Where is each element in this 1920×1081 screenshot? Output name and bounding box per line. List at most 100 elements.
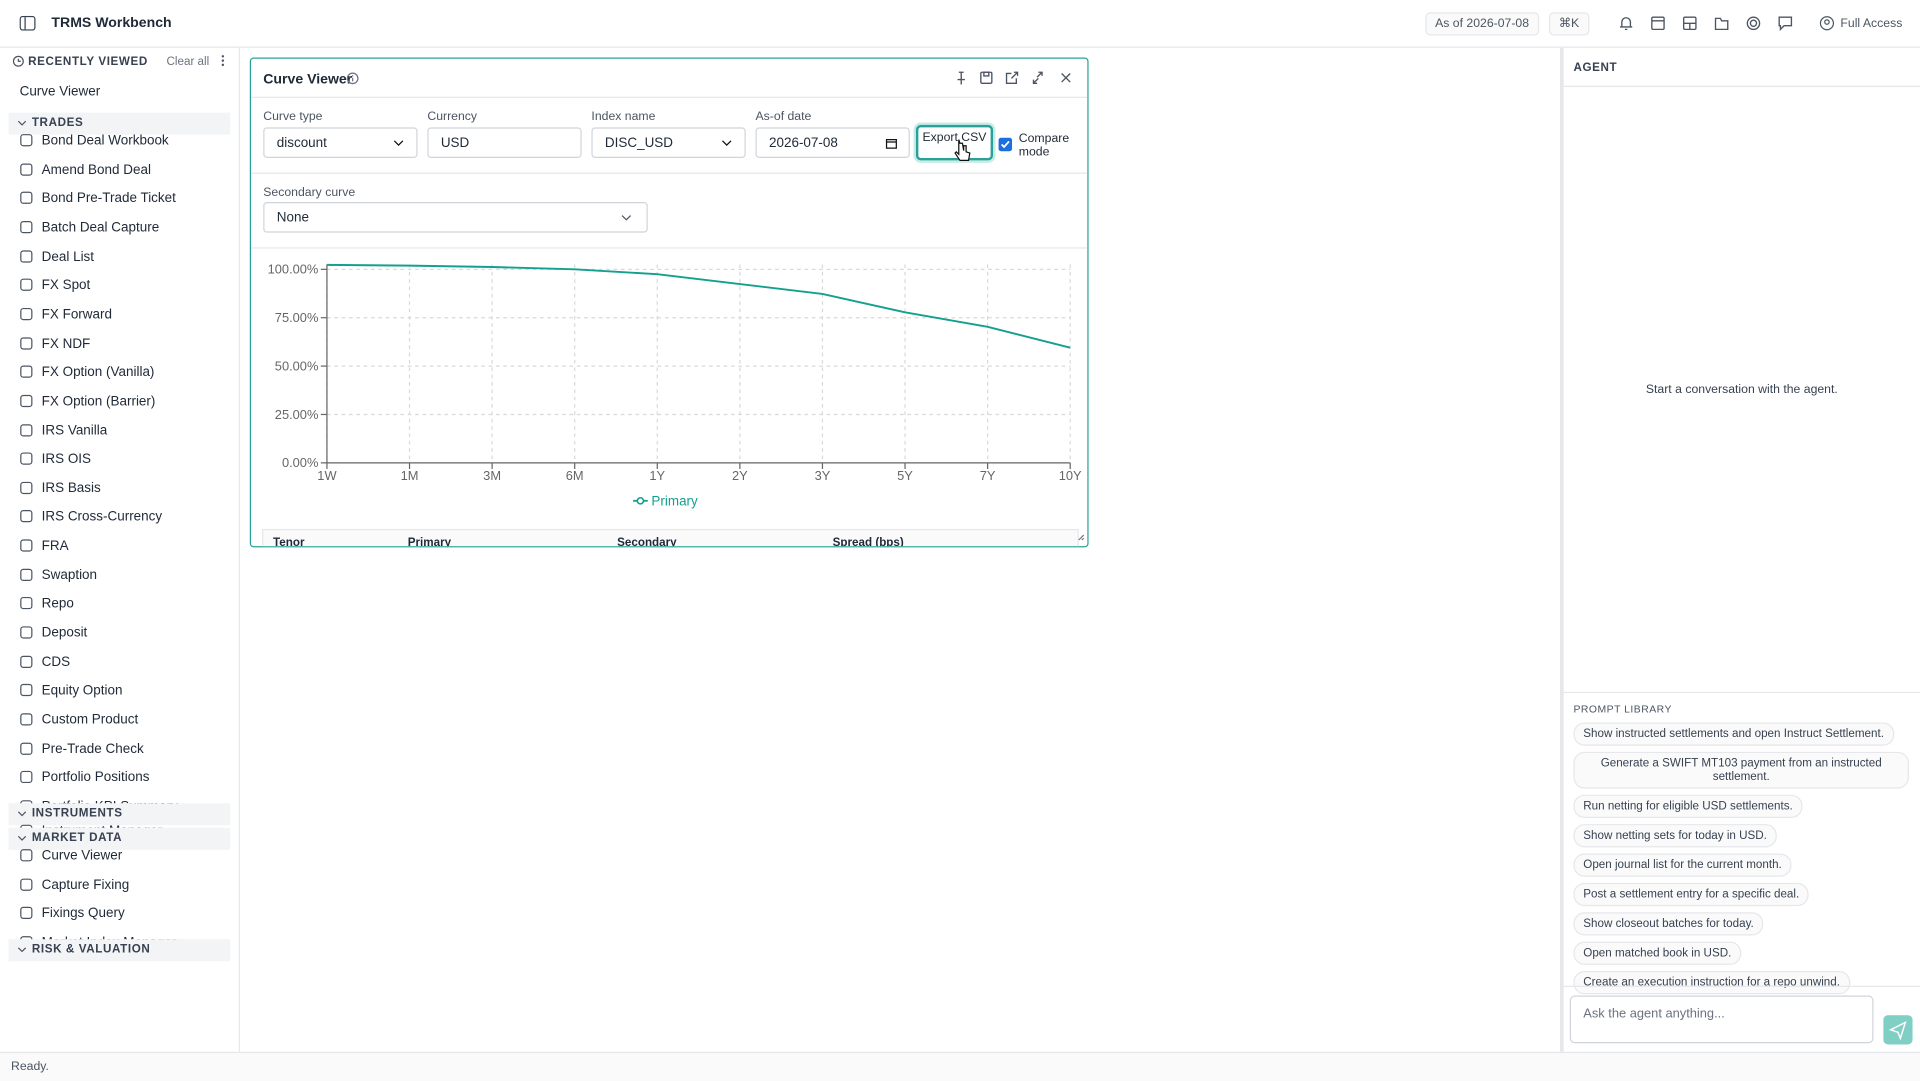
nav-item[interactable]: Fixings Query (20, 905, 125, 922)
recent-item[interactable]: Curve Viewer (20, 83, 101, 100)
prompt-chip[interactable]: Open journal list for the current month. (1573, 853, 1792, 877)
nav-item[interactable]: Batch Deal Capture (20, 219, 159, 236)
prompt-chip[interactable]: Show closeout batches for today. (1573, 912, 1764, 936)
chevron (722, 140, 732, 146)
icon-shape (20, 365, 33, 378)
sidebar-toggle[interactable] (19, 15, 36, 31)
prompt-chip[interactable]: Create an execution instruction for a re… (1573, 971, 1850, 995)
app-title: TRMS Workbench (51, 15, 172, 31)
secondary-select[interactable]: None (263, 202, 648, 233)
nav-item[interactable]: Pre-Trade Check (20, 740, 144, 757)
nav-item[interactable]: Swaption (20, 567, 97, 584)
x-tick-label: 1M (401, 468, 419, 483)
nav-item[interactable]: CDS (20, 653, 70, 670)
prompt-chip[interactable]: Post a settlement entry for a specific d… (1573, 882, 1810, 907)
item-icon (20, 655, 33, 668)
prompt-chip[interactable]: Open matched book in USD. (1573, 941, 1742, 965)
calendar-icon (885, 138, 897, 149)
nav-item[interactable]: Deposit (20, 625, 87, 642)
nav-item[interactable]: Bond Pre-Trade Ticket (20, 190, 176, 207)
y-tick-label: 50.00% (275, 358, 319, 373)
toolbar-icons[interactable] (1618, 15, 1802, 32)
item-icon (20, 742, 33, 755)
compare-checkbox[interactable] (998, 137, 1013, 152)
nav-item[interactable]: Repo (20, 596, 74, 613)
prompt-chip[interactable]: Show netting sets for today in USD. (1573, 824, 1777, 848)
item-label: Deal List (41, 249, 95, 264)
nav-item[interactable]: IRS OIS (20, 451, 91, 468)
item-icon (20, 684, 33, 697)
export-csv-button[interactable]: Export CSV (915, 124, 994, 161)
icon-shape (20, 191, 33, 205)
item-label: Curve Viewer (41, 848, 123, 864)
nav-item[interactable]: FRA (20, 538, 69, 555)
item-label: Swaption (41, 567, 98, 583)
clear-all[interactable]: Clear all (166, 55, 210, 69)
divider (1563, 85, 1920, 87)
icon-shape (393, 140, 404, 146)
nav-item[interactable]: FX Spot (20, 277, 90, 294)
item-icon (20, 626, 33, 639)
send-button[interactable] (1883, 1015, 1913, 1045)
secondary-label: Secondary curve (263, 186, 356, 200)
series-line (326, 263, 1071, 349)
nav-item[interactable]: FX Option (Barrier) (20, 393, 155, 410)
nav-item[interactable]: Portfolio Positions (20, 769, 149, 786)
field-input[interactable]: 2026-07-08 (755, 127, 910, 158)
panel-actions[interactable] (954, 70, 1076, 87)
panel-title: Curve Viewer (263, 72, 353, 87)
item-icon (20, 907, 33, 920)
nav-item[interactable]: Amend Bond Deal (20, 161, 151, 178)
x-tick-label: 10Y (1059, 468, 1082, 483)
info-icon[interactable] (346, 72, 359, 85)
y-tick-label: 0.00% (282, 455, 318, 470)
nav-item[interactable]: Custom Product (20, 711, 138, 728)
field-input[interactable]: DISC_USD (591, 127, 746, 158)
item-icon (20, 568, 33, 581)
as-of-badge[interactable]: As of 2026-07-08 (1425, 12, 1539, 36)
table-header-cell: Primary (407, 536, 452, 548)
chevron-shape (17, 947, 27, 953)
nav-item[interactable]: Curve Viewer (20, 847, 122, 864)
section-header[interactable]: MARKET DATA (8, 827, 231, 850)
nav-item[interactable]: FX NDF (20, 335, 90, 352)
nav-item[interactable]: IRS Cross-Currency (20, 509, 162, 526)
curve-viewer-panel: Curve Viewer Curve type discount Currency U… (249, 57, 1089, 548)
item-icon (20, 452, 33, 465)
nav-item[interactable]: Capture Fixing (20, 876, 129, 893)
x-tick-label: 6M (566, 468, 584, 483)
field-input[interactable]: USD (427, 127, 582, 158)
nav-item[interactable]: FX Option (Vanilla) (20, 364, 154, 381)
nav-item[interactable]: Deal List (20, 248, 94, 265)
chevron (393, 140, 404, 146)
nav-item[interactable]: FX Forward (20, 306, 112, 323)
resize-handle[interactable] (1078, 534, 1085, 541)
item-label: IRS Vanilla (41, 423, 108, 438)
section-header[interactable]: INSTRUMENTS (8, 803, 231, 826)
nav-item[interactable]: Equity Option (20, 682, 123, 699)
item-label: Bond Pre-Trade Ticket (41, 191, 176, 207)
item-label: FRA (41, 538, 69, 554)
agent-input[interactable]: Ask the agent anything... (1569, 995, 1874, 1044)
section-header[interactable]: TRADES (8, 112, 231, 135)
prompt-chip[interactable]: Show instructed settlements and open Ins… (1573, 722, 1894, 746)
nav-item[interactable]: Bond Deal Workbook (20, 132, 169, 149)
icon-shape (20, 713, 33, 726)
sidebar: RECENTLY VIEWED Clear all Curve Viewer TR… (0, 47, 241, 1052)
user-icon[interactable] (1819, 16, 1835, 31)
field-input[interactable]: discount (263, 127, 418, 158)
recent-title: RECENTLY VIEWED (28, 55, 148, 69)
nav-item[interactable]: IRS Basis (20, 480, 101, 497)
more-menu[interactable] (220, 54, 225, 67)
prompt-chip[interactable]: Run netting for eligible USD settlements… (1573, 794, 1803, 818)
item-label: Fixings Query (41, 906, 125, 922)
item-icon (20, 394, 33, 407)
prompt-chip[interactable]: Generate a SWIFT MT103 payment from an i… (1573, 751, 1909, 789)
mouse-cursor (954, 139, 971, 162)
command-shortcut[interactable]: ⌘K (1548, 12, 1589, 36)
icon-shape (20, 510, 33, 523)
divider (1563, 985, 1920, 987)
nav-item[interactable]: IRS Vanilla (20, 422, 107, 439)
section-header[interactable]: RISK & VALUATION (8, 939, 231, 962)
